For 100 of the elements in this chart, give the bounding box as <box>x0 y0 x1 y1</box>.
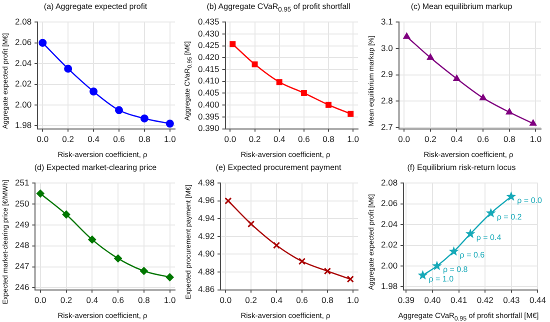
annotation: ρ = 1.0 <box>428 274 454 284</box>
annotation: ρ = 0.6 <box>460 250 486 260</box>
chart-title: (c) Mean equilibrium markup <box>410 1 514 13</box>
point <box>506 191 516 201</box>
y-tick-label: 4.94 <box>198 213 215 224</box>
point <box>432 260 442 270</box>
y-tick-label: 2.00 <box>380 260 398 270</box>
point <box>115 106 123 114</box>
x-tick-label: 0.0 <box>36 134 49 144</box>
y-tick-label: 2.02 <box>380 240 398 250</box>
point <box>326 102 332 108</box>
y-tick-label: 0.410 <box>198 76 220 86</box>
point <box>62 210 70 218</box>
x-tick-label: 0.8 <box>138 295 150 306</box>
x-tick-label: 0.40 <box>424 295 442 306</box>
y-tick-label: 4.90 <box>198 248 215 259</box>
x-tick-label: 0.6 <box>477 134 490 144</box>
y-tick-label: 3.1 <box>380 16 394 26</box>
x-tick-label: 0.4 <box>86 295 98 306</box>
x-tick-label: 0.4 <box>450 134 463 144</box>
y-tick-label: 0.415 <box>198 64 220 74</box>
y-tick-label: 0.425 <box>198 40 220 50</box>
point <box>486 208 496 218</box>
x-tick-label: 0.44 <box>529 295 546 306</box>
point <box>298 258 306 265</box>
chart-title: (e) Expected procurement payment <box>214 162 342 174</box>
x-tick-label: 0.8 <box>322 295 334 306</box>
annotation: ρ = 0.4 <box>476 233 502 242</box>
point <box>448 246 459 256</box>
annotation: ρ = 0.8 <box>442 265 468 274</box>
y-tick-label: 4.86 <box>198 284 215 294</box>
point <box>300 90 307 96</box>
x-tick-label: 0.0 <box>224 134 236 144</box>
y-tick-label: 0.395 <box>198 111 220 122</box>
point <box>465 228 476 238</box>
annotation: ρ = 0.2 <box>496 212 522 222</box>
y-tick-label: 2.06 <box>14 37 32 48</box>
y-tick-label: 2.00 <box>14 99 32 110</box>
x-tick-label: 1.0 <box>346 295 360 306</box>
y-tick-label: 1.98 <box>14 120 32 130</box>
y-tick-label: 2.08 <box>380 177 398 188</box>
point <box>453 74 460 81</box>
x-tick-label: 0.41 <box>450 295 468 306</box>
x-tick-label: 0.2 <box>424 134 437 144</box>
y-tick-label: 0.435 <box>198 16 220 26</box>
x-tick-label: 0.0 <box>398 134 410 144</box>
y-tick-label: 0.430 <box>198 28 220 38</box>
y-tick-label: 249 <box>14 219 30 230</box>
y-tick-label: 3.0 <box>380 42 394 53</box>
y-tick-label: 0.405 <box>198 88 220 98</box>
point <box>252 61 258 68</box>
x-tick-label: 0.4 <box>273 134 286 144</box>
x-tick-label: 0.2 <box>245 295 258 306</box>
y-tick-label: 0.400 <box>198 99 220 110</box>
y-tick-label: 251 <box>14 177 30 188</box>
y-tick-label: 2.04 <box>14 58 32 68</box>
annotation: ρ = 0.0 <box>517 196 542 205</box>
x-tick-label: 0.6 <box>112 295 124 306</box>
point <box>348 110 354 117</box>
y-tick-label: 2.04 <box>380 218 398 229</box>
y-tick-label: 2.06 <box>380 198 398 208</box>
x-tick-label: 1.0 <box>530 134 542 144</box>
x-tick-label: 0.6 <box>296 295 308 306</box>
point <box>530 120 537 126</box>
x-tick-label: 0.39 <box>398 295 415 306</box>
point <box>403 32 410 39</box>
x-tick-label: 0.43 <box>503 295 520 306</box>
point <box>166 120 174 128</box>
x-tick-label: 0.8 <box>322 134 335 144</box>
x-tick-label: 0.8 <box>503 134 516 144</box>
point <box>248 220 255 228</box>
x-tick-label: 0.4 <box>88 134 100 144</box>
point <box>38 38 47 47</box>
point <box>166 273 174 282</box>
chart-title: (a) Aggregate expected profit <box>42 1 148 13</box>
x-tick-label: 0.2 <box>62 134 74 144</box>
y-tick-label: 4.88 <box>198 266 215 276</box>
y-tick-label: 2.08 <box>14 16 32 26</box>
y-tick-label: 246 <box>14 282 30 292</box>
y-tick-label: 2.7 <box>380 122 394 132</box>
x-tick-label: 0.2 <box>248 134 261 144</box>
x-tick-label: 0.0 <box>220 295 232 306</box>
point <box>346 276 354 283</box>
point <box>230 41 236 48</box>
point <box>276 79 282 86</box>
x-tick-label: 0.0 <box>34 295 47 306</box>
x-tick-label: 1.0 <box>164 295 176 306</box>
point <box>418 270 428 280</box>
y-tick-label: 0.420 <box>198 52 220 62</box>
point <box>140 114 148 122</box>
x-tick-label: 0.4 <box>270 295 283 306</box>
y-tick-label: 4.98 <box>198 177 215 188</box>
point <box>480 94 487 100</box>
y-tick-label: 2.02 <box>14 78 32 89</box>
chart-title: (d) Expected market-clearing price <box>33 162 158 174</box>
y-tick-label: 4.96 <box>198 195 215 206</box>
point <box>324 268 332 275</box>
x-tick-label: 0.42 <box>476 295 494 306</box>
x-tick-label: 0.6 <box>298 134 310 144</box>
y-tick-label: 247 <box>14 261 30 272</box>
